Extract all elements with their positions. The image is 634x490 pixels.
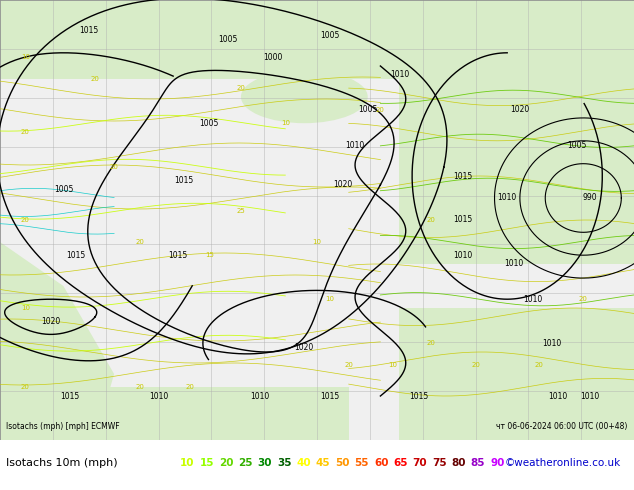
Bar — [399, 79, 634, 264]
Text: 20: 20 — [236, 85, 245, 91]
Text: 10: 10 — [281, 120, 290, 126]
Text: 20: 20 — [21, 217, 30, 223]
Text: 1010: 1010 — [504, 260, 523, 269]
Text: 10: 10 — [389, 362, 398, 368]
Text: 20: 20 — [427, 340, 436, 346]
Text: 15: 15 — [205, 252, 214, 258]
Text: 20: 20 — [219, 458, 233, 467]
Text: 1020: 1020 — [295, 343, 314, 352]
Text: 20: 20 — [135, 384, 144, 390]
Text: 10: 10 — [325, 296, 334, 302]
Text: 1015: 1015 — [453, 216, 472, 224]
Text: Isotachs (mph) [mph] ECMWF: Isotachs (mph) [mph] ECMWF — [6, 422, 120, 431]
Text: 40: 40 — [296, 458, 311, 467]
Text: 20: 20 — [110, 164, 119, 170]
Text: 30: 30 — [257, 458, 272, 467]
Text: 1020: 1020 — [510, 105, 529, 115]
Text: 20: 20 — [135, 239, 144, 245]
Text: 35: 35 — [277, 458, 292, 467]
Text: 75: 75 — [432, 458, 446, 467]
Text: 1010: 1010 — [548, 392, 567, 400]
Text: 20: 20 — [471, 362, 480, 368]
Text: 20: 20 — [579, 296, 588, 302]
Text: 10: 10 — [21, 54, 30, 60]
Text: 10: 10 — [21, 305, 30, 311]
Text: 45: 45 — [316, 458, 330, 467]
Bar — [399, 308, 634, 440]
Text: 50: 50 — [335, 458, 349, 467]
Text: 1010: 1010 — [149, 392, 168, 400]
Text: 1015: 1015 — [168, 251, 187, 260]
Bar — [0, 0, 634, 79]
Text: 1015: 1015 — [67, 251, 86, 260]
Polygon shape — [0, 242, 114, 440]
Text: 65: 65 — [393, 458, 408, 467]
Text: чт 06-06-2024 06:00 UTC (00+48): чт 06-06-2024 06:00 UTC (00+48) — [496, 422, 628, 431]
Text: 20: 20 — [186, 384, 195, 390]
Text: 20: 20 — [344, 362, 353, 368]
Text: 1005: 1005 — [358, 105, 377, 115]
Text: 1015: 1015 — [320, 392, 339, 400]
Text: 1010: 1010 — [346, 141, 365, 150]
Text: 10: 10 — [180, 458, 195, 467]
Text: 20: 20 — [534, 362, 543, 368]
Text: 20: 20 — [21, 129, 30, 135]
Text: 1010: 1010 — [542, 339, 561, 348]
Text: 1010: 1010 — [453, 251, 472, 260]
Text: 80: 80 — [451, 458, 466, 467]
Text: 70: 70 — [413, 458, 427, 467]
Text: 1010: 1010 — [523, 294, 542, 304]
Text: 1010: 1010 — [250, 392, 269, 400]
Text: 25: 25 — [238, 458, 252, 467]
Text: 1015: 1015 — [453, 172, 472, 180]
Text: 1010: 1010 — [390, 70, 409, 79]
Text: 60: 60 — [374, 458, 389, 467]
Text: 1005: 1005 — [320, 31, 339, 40]
Text: Isotachs 10m (mph): Isotachs 10m (mph) — [6, 458, 118, 467]
Text: 85: 85 — [471, 458, 486, 467]
Text: 1000: 1000 — [263, 53, 282, 62]
Text: 1010: 1010 — [498, 194, 517, 202]
Text: 1015: 1015 — [79, 26, 98, 35]
Text: 15: 15 — [199, 458, 214, 467]
Text: 1005: 1005 — [200, 119, 219, 128]
Text: 20: 20 — [376, 107, 385, 113]
Text: 25: 25 — [236, 208, 245, 214]
Text: 20: 20 — [91, 76, 100, 82]
Text: ©weatheronline.co.uk: ©weatheronline.co.uk — [505, 458, 621, 467]
Ellipse shape — [241, 71, 368, 123]
Text: 1015: 1015 — [409, 392, 428, 400]
Text: 55: 55 — [354, 458, 369, 467]
Text: 1015: 1015 — [60, 392, 79, 400]
Text: 20: 20 — [21, 384, 30, 390]
Text: 990: 990 — [582, 194, 597, 202]
Text: 1005: 1005 — [219, 35, 238, 44]
Text: 90: 90 — [490, 458, 505, 467]
Text: 1020: 1020 — [333, 180, 352, 189]
Text: 1005: 1005 — [54, 185, 73, 194]
Text: 1020: 1020 — [41, 317, 60, 326]
Bar — [0, 387, 349, 440]
Text: 1005: 1005 — [567, 141, 586, 150]
Text: 1010: 1010 — [580, 392, 599, 400]
Text: 20: 20 — [427, 217, 436, 223]
Text: 10: 10 — [313, 239, 321, 245]
Text: 1015: 1015 — [174, 176, 193, 185]
